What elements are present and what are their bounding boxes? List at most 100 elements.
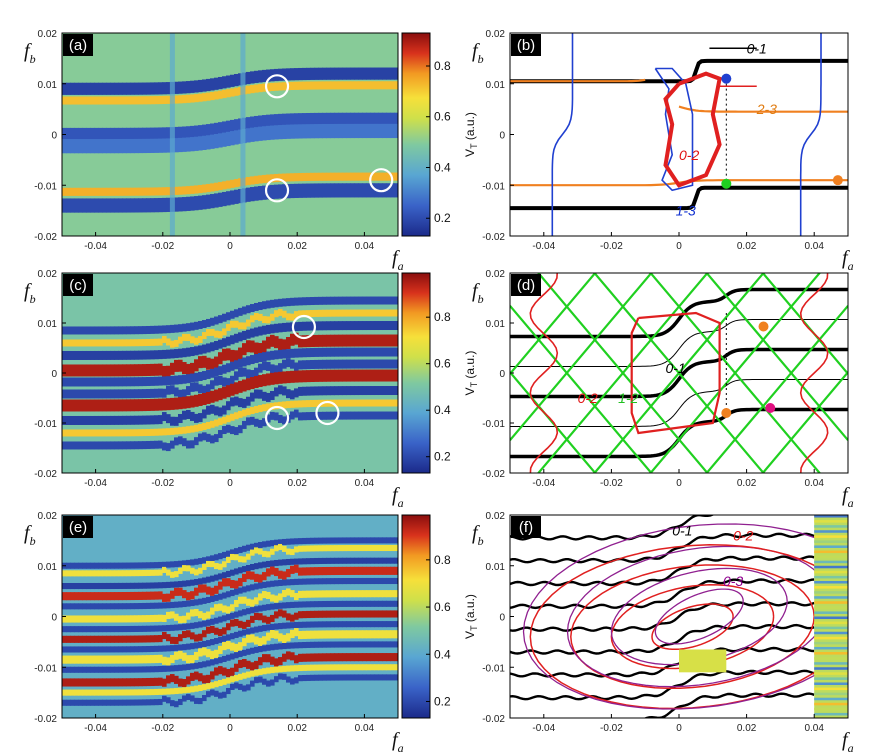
- heatmap-band-cell: [142, 138, 147, 154]
- heatmap-band-cell: [206, 384, 211, 394]
- heatmap-band-cell: [262, 615, 267, 623]
- heatmap-band-cell: [78, 603, 83, 610]
- curve-label: 1-3: [676, 203, 696, 219]
- heatmap-band-cell: [302, 386, 307, 396]
- heatmap-band-cell: [258, 419, 263, 428]
- heatmap-band-cell: [310, 653, 315, 662]
- heatmap-band-cell: [114, 699, 119, 706]
- x-axis-label-sub: a: [848, 259, 854, 273]
- heatmap-band-cell: [146, 376, 151, 386]
- heatmap-band-cell: [258, 115, 263, 132]
- heatmap-band-cell: [338, 359, 343, 369]
- heatmap-band-cell: [210, 435, 215, 444]
- heatmap-band-cell: [114, 127, 119, 145]
- heatmap-band-cell: [70, 626, 75, 633]
- heatmap-band-cell: [130, 415, 135, 425]
- heatmap-band-cell: [234, 631, 239, 638]
- heatmap-band-cell: [102, 399, 107, 412]
- heatmap-band-cell: [150, 82, 155, 95]
- heatmap-band-cell: [330, 347, 335, 357]
- heatmap-band-cell: [386, 566, 391, 575]
- heatmap-band-cell: [230, 579, 235, 589]
- heatmap-band-cell: [294, 362, 299, 372]
- heatmap-band-cell: [182, 630, 187, 639]
- heatmap-band-cell: [334, 590, 339, 598]
- heatmap-band-cell: [222, 551, 227, 558]
- heatmap-band-cell: [242, 566, 247, 573]
- heatmap-band-cell: [390, 67, 395, 80]
- heatmap-band-cell: [122, 399, 127, 412]
- heatmap-band-cell: [102, 655, 107, 664]
- heatmap-band-cell: [90, 326, 95, 335]
- heatmap-band-cell: [86, 82, 91, 95]
- heatmap-band-cell: [374, 544, 379, 552]
- heatmap-band-cell: [390, 112, 395, 129]
- heatmap-band-cell: [366, 386, 371, 396]
- heatmap-band-cell: [286, 548, 291, 555]
- heatmap-band-cell: [382, 321, 387, 331]
- heatmap-band-cell: [238, 546, 243, 554]
- heatmap-band-cell: [362, 81, 367, 90]
- heatmap-band-cell: [90, 350, 95, 360]
- heatmap-band-cell: [258, 363, 263, 373]
- heatmap-band-cell: [334, 369, 339, 382]
- heatmap-band-cell: [78, 592, 83, 601]
- heatmap-band-cell: [78, 615, 83, 623]
- heatmap-band-cell: [86, 441, 91, 450]
- heatmap-band-cell: [386, 386, 391, 396]
- heatmap-band-cell: [170, 561, 175, 568]
- heatmap-band-cell: [358, 577, 363, 585]
- heatmap-band-cell: [246, 585, 251, 592]
- heatmap-band-cell: [318, 653, 323, 662]
- heatmap-band-cell: [138, 603, 143, 610]
- heatmap-band-cell: [334, 641, 339, 648]
- heatmap-band-cell: [122, 582, 127, 589]
- heatmap-band-cell: [78, 377, 83, 387]
- heatmap-band-cell: [86, 678, 91, 687]
- heatmap-band-cell: [362, 411, 367, 420]
- heatmap-band-cell: [158, 645, 163, 652]
- heatmap-band-cell: [226, 363, 231, 373]
- heatmap-band-cell: [258, 313, 263, 321]
- heatmap-band-cell: [162, 349, 167, 359]
- heatmap-band-cell: [94, 592, 99, 601]
- heatmap-band-cell: [394, 610, 398, 618]
- heatmap-band-cell: [286, 569, 291, 578]
- heatmap-band-cell: [86, 592, 91, 601]
- heatmap-band-cell: [274, 603, 279, 610]
- heatmap-band-cell: [370, 600, 375, 607]
- heatmap-band-cell: [98, 615, 103, 623]
- heatmap-band-cell: [150, 138, 155, 153]
- heatmap-band-cell: [298, 310, 303, 318]
- heatmap-band-cell: [270, 566, 275, 575]
- heatmap-band-cell: [354, 309, 359, 317]
- heatmap-band-cell: [338, 399, 343, 407]
- heatmap-band-cell: [146, 562, 151, 569]
- heatmap-band-cell: [190, 373, 195, 383]
- series-2-3-line: [510, 78, 646, 83]
- x-tick-label: -0.04: [84, 478, 107, 489]
- heatmap-band-cell: [158, 388, 163, 398]
- heatmap-band-cell: [234, 371, 239, 381]
- x-tick-label: 0.04: [355, 478, 375, 489]
- heatmap-band-cell: [146, 635, 151, 643]
- heatmap-band-cell: [122, 415, 127, 425]
- heatmap-band-cell: [386, 296, 391, 305]
- inset-strip-band: [814, 682, 848, 686]
- heatmap-band-cell: [262, 636, 267, 645]
- heatmap-band-cell: [390, 399, 395, 407]
- curve-label: 2-3: [756, 101, 777, 117]
- heatmap-band-cell: [306, 183, 311, 198]
- heatmap-band-cell: [326, 653, 331, 662]
- y-tick-label: 0.02: [486, 29, 506, 40]
- heatmap-band-cell: [102, 678, 107, 687]
- heatmap-band-cell: [310, 183, 315, 198]
- heatmap-band-cell: [258, 405, 263, 413]
- heatmap-band-cell: [358, 610, 363, 618]
- heatmap-band-cell: [350, 359, 355, 369]
- heatmap-band-cell: [226, 323, 231, 331]
- y-tick-label: 0.02: [38, 269, 58, 280]
- heatmap-band-cell: [230, 569, 235, 576]
- heatmap-band-cell: [230, 361, 235, 371]
- heatmap-band-cell: [250, 584, 255, 591]
